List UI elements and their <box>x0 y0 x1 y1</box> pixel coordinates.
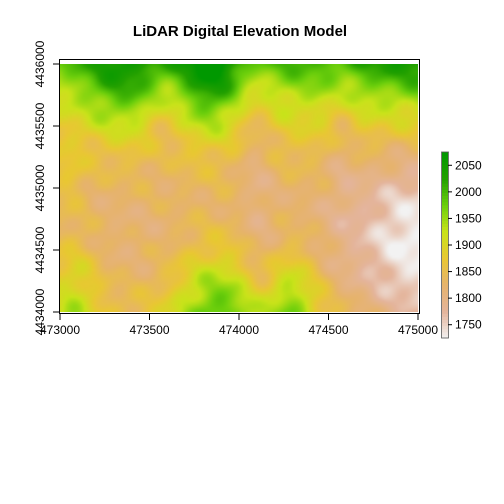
legend-color-step <box>442 195 448 200</box>
elevation-raster <box>60 64 418 312</box>
x-tick-label: 473500 <box>129 323 169 337</box>
legend-color-step <box>442 167 448 172</box>
legend-color-step <box>442 158 448 162</box>
legend-tick-label: 1950 <box>455 211 482 225</box>
legend-color-step <box>442 223 448 227</box>
legend-color-step <box>442 245 448 249</box>
legend-color-step <box>442 285 448 289</box>
chart-title: LiDAR Digital Elevation Model <box>133 23 347 40</box>
legend-tick-label: 2050 <box>455 158 482 172</box>
x-tick-label: 473000 <box>40 323 80 337</box>
legend-color-step <box>442 266 448 271</box>
legend-color-step <box>442 272 448 277</box>
legend-color-step <box>442 201 448 206</box>
legend-color-step <box>442 232 448 237</box>
legend-color-step <box>442 334 448 339</box>
plot-frame <box>59 59 420 314</box>
legend-color-step <box>442 179 448 184</box>
legend-color-step <box>442 210 448 215</box>
legend-color-step <box>442 198 448 203</box>
legend-color-step <box>442 303 448 308</box>
legend-color-step <box>442 310 448 314</box>
x-axis: 473000 473500 474000 474500 475000 <box>40 314 438 337</box>
legend-color-step <box>442 291 448 296</box>
legend-color-step <box>442 297 448 302</box>
legend-color-step <box>442 155 448 159</box>
y-tick-label: 4435000 <box>33 164 47 211</box>
legend-color-step <box>442 257 448 262</box>
legend-color-step <box>442 170 448 175</box>
legend-color-step <box>442 186 448 190</box>
x-tick-label: 474500 <box>308 323 348 337</box>
raster-image <box>60 64 418 312</box>
legend-color-step <box>442 307 448 311</box>
legend-color-step <box>442 276 448 280</box>
legend-tick-label: 1800 <box>455 291 482 305</box>
legend-color-step <box>442 294 448 299</box>
legend-color-step <box>442 207 448 212</box>
legend-color-step <box>442 192 448 196</box>
legend-color-step <box>442 152 448 156</box>
legend-color-step <box>442 226 448 231</box>
legend-color-step <box>442 176 448 181</box>
legend-tick-label: 1750 <box>455 318 482 332</box>
legend-color-step <box>442 161 448 165</box>
legend-color-step <box>442 331 448 336</box>
legend-color-step <box>442 248 448 252</box>
legend-color-step <box>442 204 448 209</box>
legend-color-step <box>442 263 448 268</box>
legend-tick-label: 1850 <box>455 265 482 279</box>
legend-color-step <box>442 319 448 324</box>
legend-color-step <box>442 288 448 293</box>
legend-tick-label: 2000 <box>455 185 482 199</box>
y-tick-label: 4434000 <box>33 288 47 335</box>
legend-color-step <box>442 316 448 320</box>
legend-color-step <box>442 328 448 333</box>
legend-color-step <box>442 260 448 265</box>
legend-color-step <box>442 214 448 218</box>
legend-color-step <box>442 235 448 240</box>
legend-color-step <box>442 325 448 330</box>
legend-color-step <box>442 254 448 258</box>
legend-color-step <box>442 183 448 187</box>
legend-color-step <box>442 229 448 234</box>
legend-color-step <box>442 164 448 169</box>
legend-tick-label: 1900 <box>455 238 482 252</box>
y-tick-label: 4434500 <box>33 226 47 273</box>
legend-color-step <box>442 279 448 283</box>
x-tick-label: 475000 <box>398 323 438 337</box>
y-tick-label: 4435500 <box>33 102 47 149</box>
legend-color-step <box>442 269 448 274</box>
legend-color-step <box>442 217 448 221</box>
y-axis: 4434000 4434500 4435000 4435500 4436000 <box>33 40 59 335</box>
x-tick-label: 474000 <box>219 323 259 337</box>
legend-color-step <box>442 300 448 305</box>
color-legend: 1750 1800 1850 1900 1950 2000 2050 <box>441 151 482 339</box>
legend-color-step <box>442 189 448 193</box>
legend-color-step <box>442 282 448 286</box>
legend-color-step <box>442 238 448 243</box>
y-tick-label: 4436000 <box>33 40 47 87</box>
legend-color-step <box>442 241 448 246</box>
legend-color-step <box>442 173 448 178</box>
legend-color-step <box>442 313 448 317</box>
legend-color-step <box>442 322 448 327</box>
legend-color-step <box>442 251 448 255</box>
legend-color-step <box>442 220 448 224</box>
